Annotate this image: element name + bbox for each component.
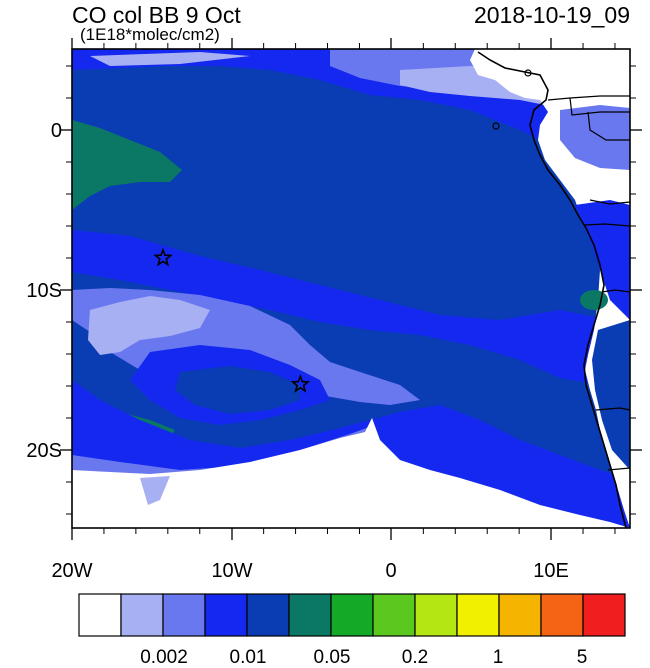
plot-frame — [71, 48, 631, 529]
lat-label-0: 0 — [50, 120, 62, 142]
colorbar-swatch — [246, 593, 290, 637]
lon-label-10w: 10W — [211, 560, 253, 582]
colorbar-swatch — [204, 593, 248, 637]
lon-label-20w: 20W — [51, 560, 93, 582]
field-north-pale — [90, 52, 250, 66]
colorbar-label-0002: 0.002 — [140, 647, 188, 668]
colorbar — [78, 593, 626, 637]
colorbar-swatch — [330, 593, 374, 637]
field-south-white — [72, 418, 630, 528]
colorbar-swatch — [288, 593, 332, 637]
colorbar-swatch — [372, 593, 416, 637]
coastline — [477, 51, 627, 528]
field-south-inner — [175, 366, 300, 414]
map-title: CO col BB 9 Oct — [72, 2, 241, 28]
tick-marks — [60, 38, 642, 540]
timestamp-label: 2018-10-19_09 — [473, 2, 630, 28]
field-north-lighter — [400, 66, 630, 135]
colorbar-label-001: 0.01 — [229, 647, 267, 668]
colorbar-label-1: 1 — [492, 647, 504, 668]
colorbar-swatch — [456, 593, 500, 637]
markers-layer — [153, 247, 311, 393]
colorbar-swatch — [162, 593, 206, 637]
site-star-2-icon — [290, 374, 311, 393]
land-green-patch — [580, 290, 608, 310]
site-star-1-icon — [153, 247, 173, 267]
island — [492, 122, 500, 130]
colorbar-swatch — [414, 593, 458, 637]
colorbar-label-5: 5 — [576, 647, 588, 668]
minor-ticks — [66, 43, 636, 534]
colorbar-swatch — [78, 593, 122, 637]
units-label: (1E18*molec/cm2) — [80, 25, 220, 44]
co-field-layer — [72, 49, 630, 528]
land-interior-shade — [560, 105, 630, 170]
land-africa — [470, 49, 630, 528]
land-interior-south — [592, 320, 630, 470]
lon-label-0: 0 — [385, 560, 397, 582]
colorbar-swatch — [120, 593, 164, 637]
colorbar-label-005: 0.05 — [313, 647, 351, 668]
island-2 — [524, 69, 532, 77]
colorbar-label-02: 0.2 — [401, 647, 429, 668]
field-mid-band — [72, 230, 630, 385]
lat-label-20s: 20S — [26, 440, 62, 462]
field-green-west — [72, 120, 182, 210]
field-south-pale-edge — [140, 476, 170, 505]
colorbar-swatch — [540, 593, 584, 637]
colorbar-swatch — [498, 593, 542, 637]
field-south-pale — [88, 296, 210, 355]
colorbar-swatch — [582, 593, 626, 637]
lat-label-10s: 10S — [26, 280, 62, 302]
lon-label-10e: 10E — [533, 560, 569, 582]
country-borders — [547, 95, 630, 471]
